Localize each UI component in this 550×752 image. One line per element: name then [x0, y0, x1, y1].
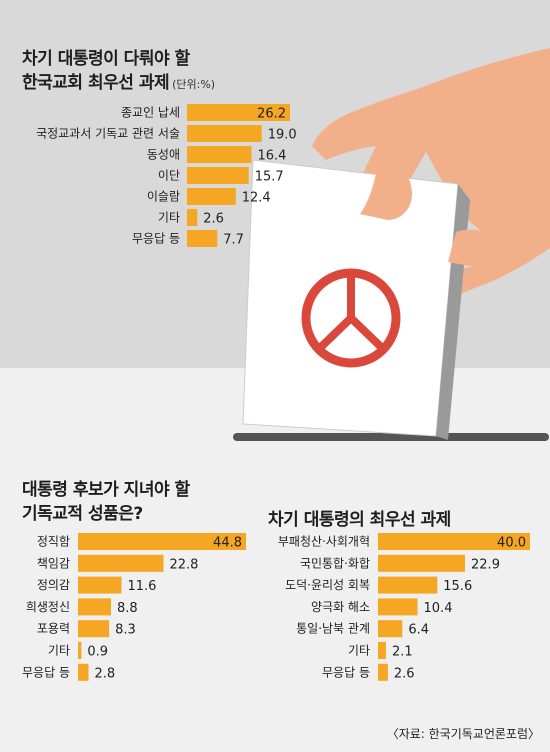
- value-label: 19.0: [268, 128, 297, 143]
- bar: [378, 598, 418, 616]
- chart-1-unit: (단위:%): [172, 78, 216, 91]
- value-label: 44.8: [213, 536, 242, 551]
- chart-1-title: 차기 대통령이 다뤄야 할 한국교회 최우선 과제 (단위:%): [22, 47, 215, 97]
- category-label: 무응답 등: [132, 232, 180, 246]
- value-label: 40.0: [497, 536, 526, 551]
- bar: [378, 620, 403, 638]
- bar: [378, 533, 530, 550]
- category-label: 국민통합·화합: [300, 556, 370, 570]
- category-label: 양극화 해소: [311, 600, 370, 614]
- vote-stamp-icon: [301, 268, 401, 368]
- value-label: 2.1: [392, 645, 413, 660]
- category-label: 기타: [348, 644, 370, 658]
- chart-2-title-line2: 기독교적 성품은?: [22, 504, 143, 524]
- value-label: 10.4: [424, 601, 453, 616]
- bar: [187, 146, 252, 163]
- value-label: 22.9: [471, 557, 500, 572]
- value-label: 12.4: [242, 191, 271, 206]
- category-label: 기타: [48, 644, 70, 658]
- category-label: 도덕·윤리성 회복: [285, 578, 370, 592]
- value-label: 6.4: [408, 623, 429, 638]
- bar: [378, 576, 438, 594]
- hand-fingers-icon: [360, 150, 495, 266]
- bar: [378, 554, 466, 572]
- category-label: 정의감: [37, 578, 70, 592]
- value-label: 15.6: [443, 579, 472, 594]
- bar: [187, 188, 236, 205]
- value-label: 7.7: [223, 233, 244, 248]
- chart-1-title-line1: 차기 대통령이 다뤄야 할: [22, 49, 190, 69]
- chart-1-title-line2: 한국교회 최우선 과제: [22, 73, 170, 93]
- bar: [187, 167, 249, 184]
- category-label: 종교인 납세: [121, 106, 180, 120]
- bar: [78, 554, 164, 572]
- value-label: 2.8: [95, 666, 116, 681]
- bar: [78, 663, 89, 681]
- bar: [187, 230, 218, 247]
- bar: [78, 576, 122, 594]
- bar: [378, 663, 388, 681]
- bar: [78, 598, 111, 616]
- chart-3-title: 차기 대통령의 최우선 과제: [268, 508, 451, 532]
- value-label: 8.8: [117, 601, 138, 616]
- category-label: 책임감: [37, 555, 70, 570]
- chart-2-title-line1: 대통령 후보가 지녀야 할: [22, 480, 190, 500]
- category-label: 부패청산·사회개혁: [278, 535, 370, 549]
- chart-3-title-line1: 차기 대통령의 최우선 과제: [268, 510, 451, 530]
- bar: [187, 104, 290, 121]
- category-label: 동성애: [147, 148, 180, 162]
- category-label: 무응답 등: [22, 665, 70, 679]
- source-note: 〈자료: 한국기독교언론포럼〉: [386, 727, 540, 741]
- category-label: 희생정신: [26, 600, 70, 614]
- category-label: 국정교과서 기독교 관련 서술: [36, 127, 180, 141]
- value-label: 2.6: [203, 212, 224, 227]
- category-label: 포용력: [37, 622, 70, 636]
- value-label: 16.4: [257, 149, 286, 164]
- bar: [187, 125, 262, 142]
- value-label: 26.2: [257, 107, 286, 122]
- category-label: 이단: [158, 169, 180, 183]
- category-label: 이슬람: [147, 190, 180, 204]
- bar: [78, 620, 110, 638]
- ballot-box-slot-icon: [233, 433, 549, 441]
- value-label: 11.6: [128, 579, 157, 594]
- bar: [378, 642, 386, 659]
- category-label: 무응답 등: [322, 665, 370, 679]
- value-label: 2.6: [394, 666, 415, 681]
- bar: [78, 533, 246, 550]
- category-label: 기타: [158, 211, 180, 225]
- value-label: 22.8: [170, 557, 199, 572]
- category-label: 정직함: [37, 535, 70, 549]
- bar: [78, 642, 82, 659]
- chart-2-title: 대통령 후보가 지녀야 할 기독교적 성품은?: [22, 478, 190, 526]
- category-label: 통일·남북 관계: [296, 622, 370, 636]
- bar: [187, 209, 198, 226]
- value-label: 15.7: [255, 170, 284, 185]
- value-label: 8.3: [115, 623, 136, 638]
- value-label: 0.9: [87, 645, 108, 660]
